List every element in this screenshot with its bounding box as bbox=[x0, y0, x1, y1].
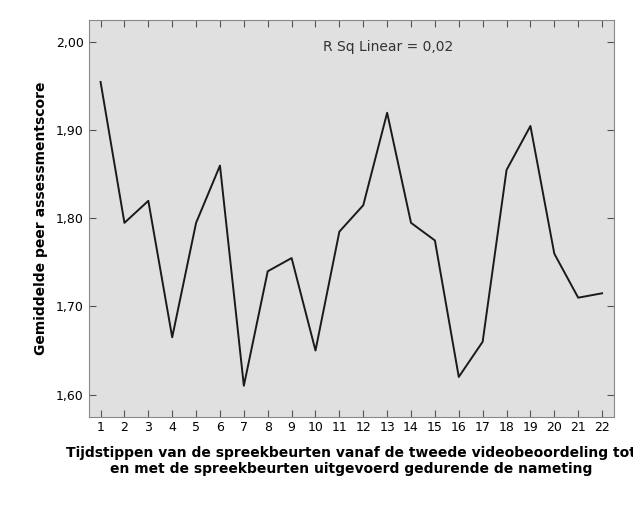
Y-axis label: Gemiddelde peer assessmentscore: Gemiddelde peer assessmentscore bbox=[34, 82, 47, 355]
X-axis label: Tijdstippen van de spreekbeurten vanaf de tweede videobeoordeling tot
en met de : Tijdstippen van de spreekbeurten vanaf d… bbox=[66, 446, 633, 475]
Text: R Sq Linear = 0,02: R Sq Linear = 0,02 bbox=[323, 40, 453, 54]
